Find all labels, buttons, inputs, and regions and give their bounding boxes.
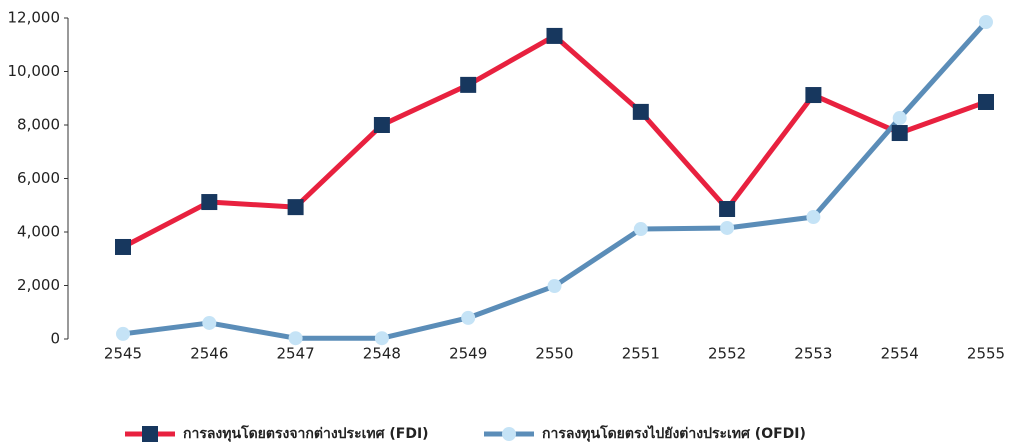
marker [115, 238, 131, 255]
legend-marker [502, 427, 516, 441]
marker [632, 103, 649, 120]
legend-label: การลงทุนโดยตรงจากต่างประเทศ (FDI) [183, 424, 429, 442]
x-tick-label: 2550 [535, 345, 573, 363]
marker [892, 111, 907, 126]
x-tick-label: 2555 [967, 345, 1005, 363]
marker [719, 200, 736, 217]
legend-marker [142, 426, 158, 442]
marker [460, 76, 477, 93]
x-tick-label: 2553 [794, 345, 832, 363]
y-tick-label: 12,000 [8, 9, 61, 27]
x-tick-label: 2548 [363, 345, 401, 363]
y-tick-label: 6,000 [17, 169, 60, 187]
marker [806, 210, 821, 225]
marker [116, 326, 130, 341]
y-tick-label: 0 [50, 330, 60, 348]
marker [201, 194, 218, 211]
x-tick-label: 2546 [190, 345, 228, 363]
x-tick-label: 2554 [881, 345, 919, 363]
x-tick-label: 2549 [449, 345, 487, 363]
legend-label: การลงทุนโดยตรงไปยังต่างประเทศ (OFDI) [542, 424, 806, 442]
x-tick-label: 2552 [708, 345, 746, 363]
marker [287, 199, 304, 216]
marker [546, 27, 563, 44]
marker [547, 279, 562, 294]
marker [720, 220, 735, 235]
marker [288, 331, 303, 346]
marker [202, 315, 217, 330]
marker [805, 87, 822, 104]
series-line [121, 33, 987, 250]
y-tick-label: 4,000 [17, 223, 60, 241]
marker [979, 15, 993, 30]
marker [891, 125, 908, 142]
x-tick-label: 2551 [622, 345, 660, 363]
x-tick-label: 2545 [104, 345, 142, 363]
marker [374, 331, 389, 346]
x-tick-label: 2547 [277, 345, 315, 363]
marker [633, 222, 648, 237]
marker [461, 310, 476, 325]
marker [373, 117, 390, 133]
y-tick-label: 10,000 [8, 62, 61, 80]
marker [978, 93, 994, 110]
y-tick-label: 8,000 [17, 116, 60, 134]
y-tick-label: 2,000 [17, 276, 60, 294]
